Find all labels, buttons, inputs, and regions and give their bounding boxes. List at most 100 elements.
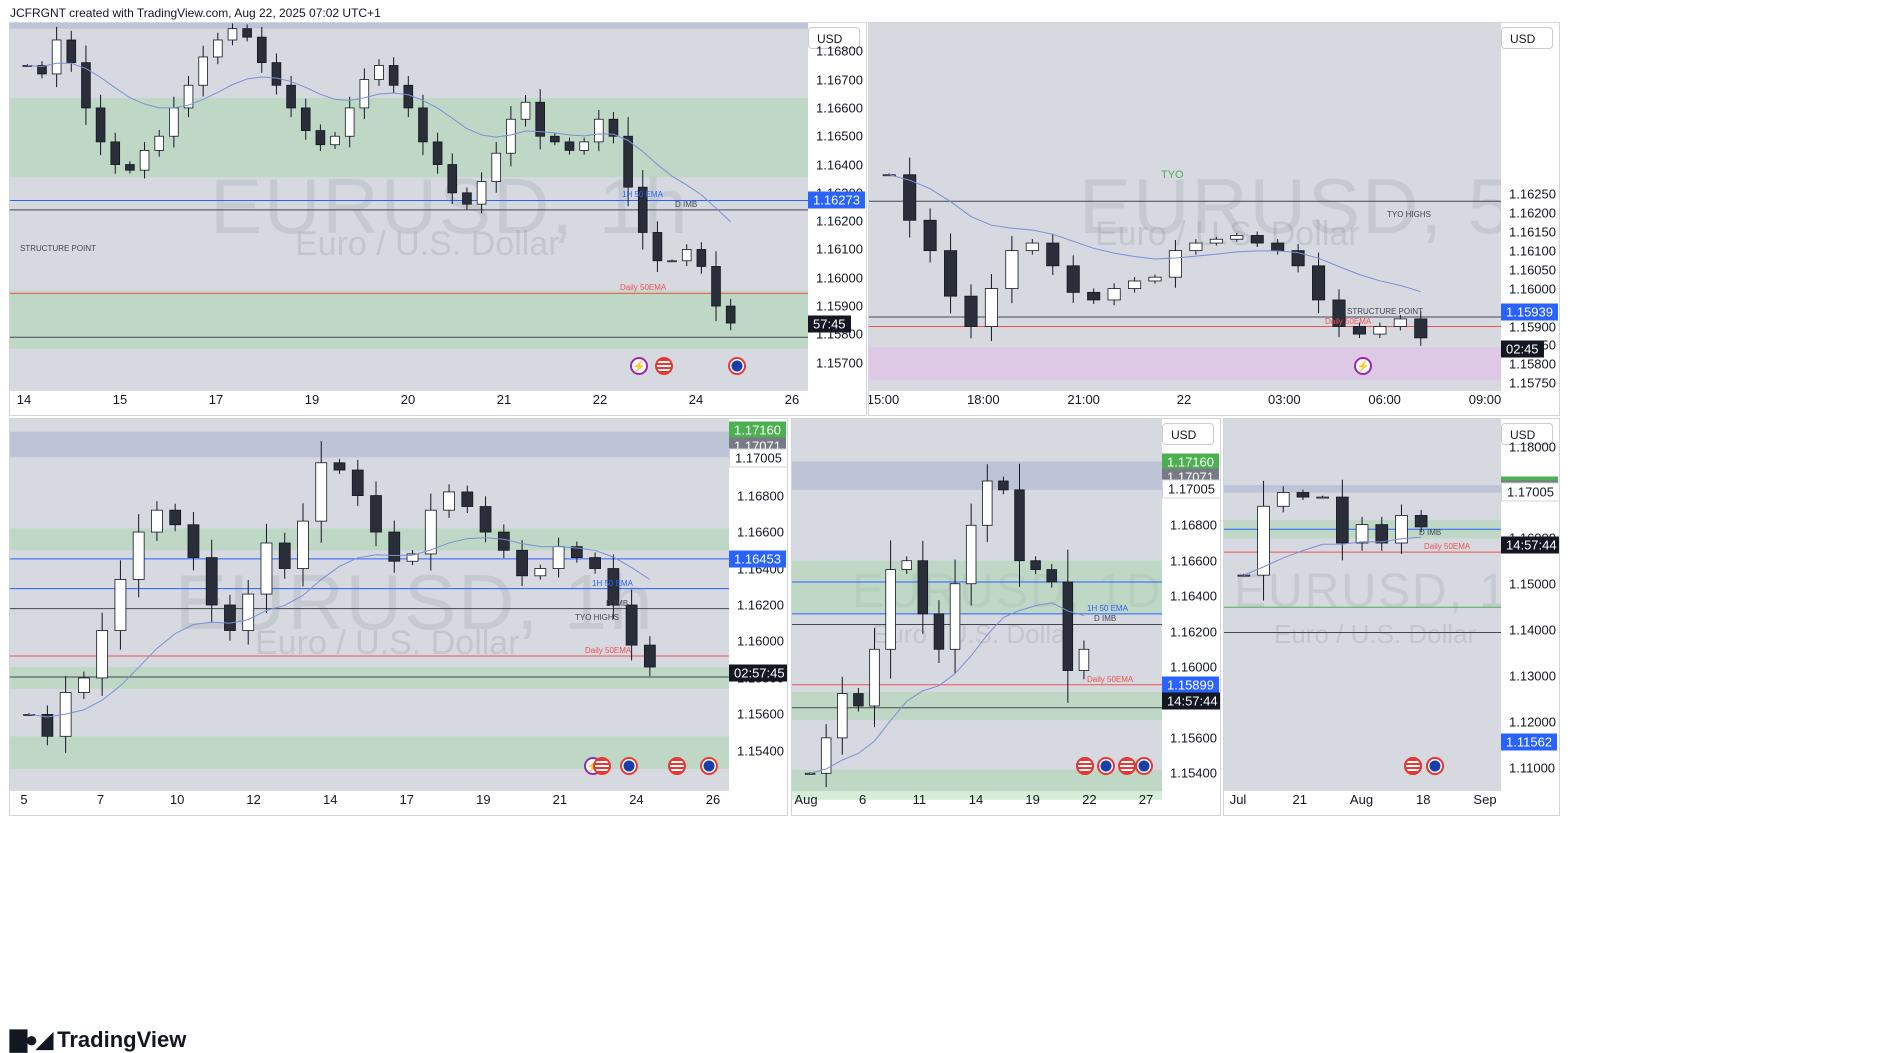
currency-button[interactable]: USD [808, 27, 860, 49]
candle-body [479, 506, 492, 533]
candle-body [286, 84, 296, 109]
candle-body [1316, 496, 1329, 499]
candle-body [1276, 492, 1290, 507]
watermark-symbol: EURUSD, 1D [852, 564, 1162, 619]
chart-canvas[interactable] [10, 419, 787, 815]
x-tick-label: 18:00 [967, 392, 1000, 407]
annotation-label: Daily 50EMA [620, 283, 667, 293]
price-tag: 1.16453 [729, 550, 786, 568]
y-tick-label: 1.15800 [1509, 356, 1556, 372]
y-tick-label: 1.15600 [1170, 730, 1217, 746]
chart-panel-1h[interactable]: EURUSD, 1h Euro / U.S. Dollar USD 1.1680… [9, 22, 867, 416]
candle-body [711, 266, 721, 307]
candle-body [351, 469, 364, 496]
us-flag-icon[interactable] [1118, 757, 1136, 775]
x-tick-label: 03:00 [1268, 392, 1301, 407]
candle-body [151, 509, 163, 533]
candle-body [589, 557, 601, 569]
y-tick-label: 1.15900 [816, 298, 863, 314]
y-tick-label: 1.16800 [816, 43, 863, 59]
annotation-label: D IMB [675, 199, 698, 209]
brand-name: TradingView [57, 1027, 187, 1052]
chart-panel-1w[interactable]: EURUSD, 1W Euro / U.S. Dollar USD 1.1800… [1223, 418, 1560, 816]
y-tick-label: 1.15600 [737, 706, 784, 722]
y-tick-label: 1.16200 [1170, 624, 1217, 640]
us-flag-icon[interactable] [655, 357, 673, 375]
x-tick-label: 6 [859, 792, 867, 807]
us-flag-icon[interactable] [1076, 757, 1094, 775]
us-flag-icon[interactable] [668, 757, 686, 775]
candle-body [242, 28, 252, 38]
price-tag: 1.17005 [1162, 479, 1220, 499]
x-tick-label: Aug [1349, 792, 1374, 807]
annotation-label: TYO HIGHS [1387, 210, 1432, 220]
candle-body [625, 604, 638, 646]
y-tick-label: 1.15900 [1509, 319, 1556, 334]
candle-body [667, 260, 677, 263]
currency-button[interactable]: USD [1501, 423, 1553, 445]
ema-line [889, 174, 1421, 293]
candle-body [1046, 242, 1060, 267]
candle-body [623, 135, 633, 188]
eu-flag-icon[interactable] [620, 757, 638, 775]
candle-body [594, 118, 604, 143]
x-tick-label: 14 [968, 792, 984, 807]
flash-event-icon[interactable]: ⚡ [1354, 357, 1372, 375]
candle-body [965, 524, 977, 585]
eu-flag-icon[interactable] [728, 357, 746, 375]
candle-body [820, 737, 832, 774]
candle-body [901, 560, 912, 570]
candle-body [139, 149, 150, 171]
eu-flag-icon[interactable] [700, 757, 718, 775]
y-tick-label: 1.18000 [1509, 439, 1556, 455]
y-tick-label: 1.16500 [816, 128, 863, 144]
candle-body [418, 107, 428, 143]
chart-panel-5m[interactable]: EURUSD, 5 Euro / U.S. Dollar USD 1.16250… [868, 22, 1560, 416]
candle-body [998, 480, 1009, 491]
ema-line [809, 602, 1085, 774]
candle-body [443, 491, 455, 511]
candle-body [1030, 560, 1041, 570]
candle-body [1271, 242, 1285, 252]
zone-pink-0 [869, 347, 1501, 380]
x-tick-label: 21 [496, 392, 512, 407]
chart-canvas[interactable] [1224, 419, 1559, 815]
us-flag-icon[interactable] [593, 757, 611, 775]
y-tick-label: 1.16050 [1509, 262, 1556, 278]
y-tick-label: 1.16600 [1170, 553, 1217, 569]
candle-body [1062, 581, 1074, 671]
candle-body [1025, 242, 1039, 252]
chart-canvas[interactable] [792, 419, 1220, 815]
chart-panel-4h[interactable]: EURUSD, 1h Euro / U.S. Dollar USD 1.1680… [9, 418, 788, 816]
chart-panel-1d[interactable]: EURUSD, 1D Euro / U.S. Dollar USD 1.1680… [791, 418, 1221, 816]
y-tick-label: 1.16800 [1170, 517, 1217, 533]
candle-body [224, 604, 236, 631]
y-tick-label: 1.16400 [1170, 588, 1217, 604]
candle-body [1230, 235, 1244, 240]
x-tick-label: 24 [629, 792, 644, 807]
x-tick-label: 12 [246, 792, 261, 807]
x-tick-label: 19 [476, 792, 491, 807]
candle-body [1296, 492, 1310, 498]
x-tick-label: 26 [705, 792, 721, 807]
candle-body [1046, 569, 1057, 583]
flash-event-icon[interactable]: ⚡ [630, 357, 648, 375]
currency-button[interactable]: USD [1162, 423, 1214, 445]
chart-canvas[interactable] [869, 23, 1559, 415]
eu-flag-icon[interactable] [1097, 757, 1115, 775]
x-tick-label: 18 [1416, 792, 1431, 807]
annotation-label: D IMB [1419, 528, 1442, 538]
chart-canvas[interactable] [10, 23, 866, 415]
candle-body [1375, 524, 1389, 544]
eu-flag-icon[interactable] [1426, 757, 1444, 775]
us-flag-icon[interactable] [1404, 757, 1422, 775]
candle-body [447, 164, 458, 194]
candle-body [1373, 326, 1387, 335]
candle-body [278, 542, 291, 569]
footer-brand[interactable]: ▇●◢ TradingView [10, 1027, 186, 1053]
x-tick-label: 24 [688, 392, 704, 407]
candle-body [923, 219, 937, 252]
currency-button[interactable]: USD [1501, 27, 1553, 49]
eu-flag-icon[interactable] [1135, 757, 1153, 775]
price-tag: 02:45 [1501, 340, 1544, 357]
